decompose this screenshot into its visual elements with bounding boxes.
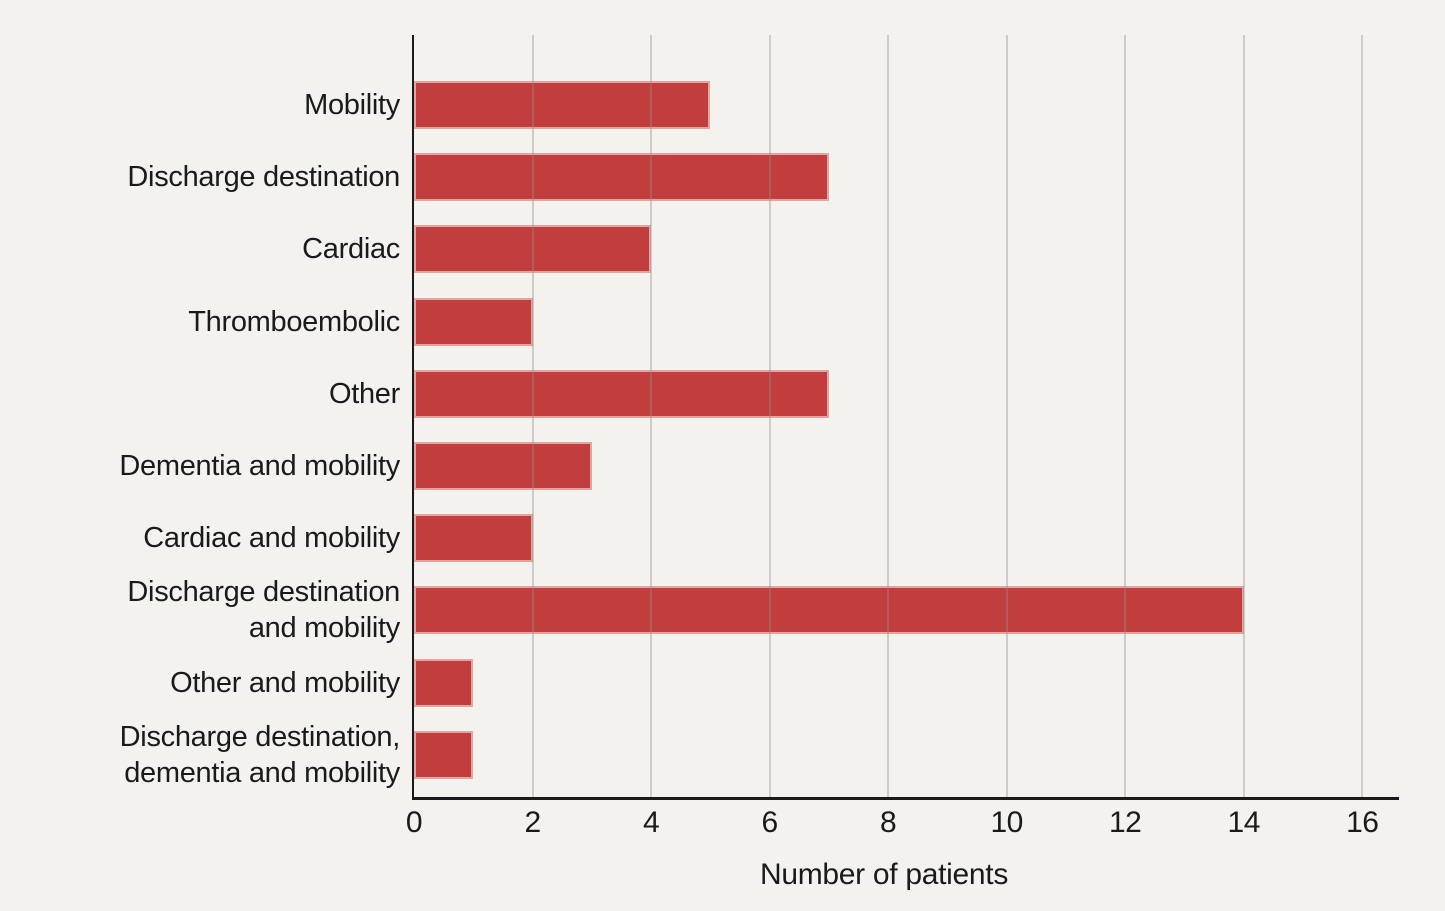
category-label: Cardiac and mobility: [143, 522, 400, 555]
x-tick-label: 6: [761, 806, 779, 839]
bar: [414, 730, 474, 779]
category-label: Discharge destination and mobility: [127, 576, 400, 645]
bar: [414, 514, 533, 563]
x-tick-label: 4: [642, 806, 660, 839]
category-label: Cardiac: [302, 233, 400, 266]
category-label: Discharge destination, dementia and mobil…: [119, 720, 401, 789]
x-tick-label: 16: [1346, 806, 1379, 839]
category-label: Other: [328, 377, 400, 410]
x-axis-title: Number of patients: [759, 858, 1009, 891]
x-tick-label: 0: [405, 806, 423, 839]
x-axis-line: [412, 797, 1399, 800]
bar: [414, 153, 829, 202]
bar: [414, 297, 533, 346]
gridline-x-10: [1005, 35, 1008, 797]
x-tick-label: 14: [1227, 806, 1261, 839]
gridline-x-14: [1242, 35, 1245, 797]
x-tick-label: 10: [990, 806, 1023, 839]
bar: [414, 442, 592, 490]
category-label: Mobility: [304, 89, 400, 121]
category-label: Discharge destination: [127, 161, 400, 194]
bar: [414, 586, 1244, 635]
gridline-x-16: [1361, 35, 1364, 797]
gridline-x-4: [650, 35, 653, 797]
gridline-x-12: [1124, 35, 1127, 797]
bar: [414, 81, 711, 129]
x-tick-label: 8: [880, 806, 897, 839]
gridline-x-2: [531, 35, 534, 797]
x-tick-label: 12: [1109, 806, 1142, 839]
bar: [414, 369, 829, 418]
category-label: Dementia and mobility: [119, 450, 400, 482]
gridline-x-8: [887, 35, 890, 797]
bar: [414, 658, 474, 707]
x-tick-label: 2: [524, 806, 541, 839]
gridline-x-6: [768, 35, 771, 797]
plot-area: [412, 35, 1399, 800]
category-label: Other and mobility: [170, 666, 400, 699]
category-label: Thromboembolic: [188, 305, 400, 338]
y-axis-line: [412, 35, 414, 797]
bar: [414, 225, 652, 274]
